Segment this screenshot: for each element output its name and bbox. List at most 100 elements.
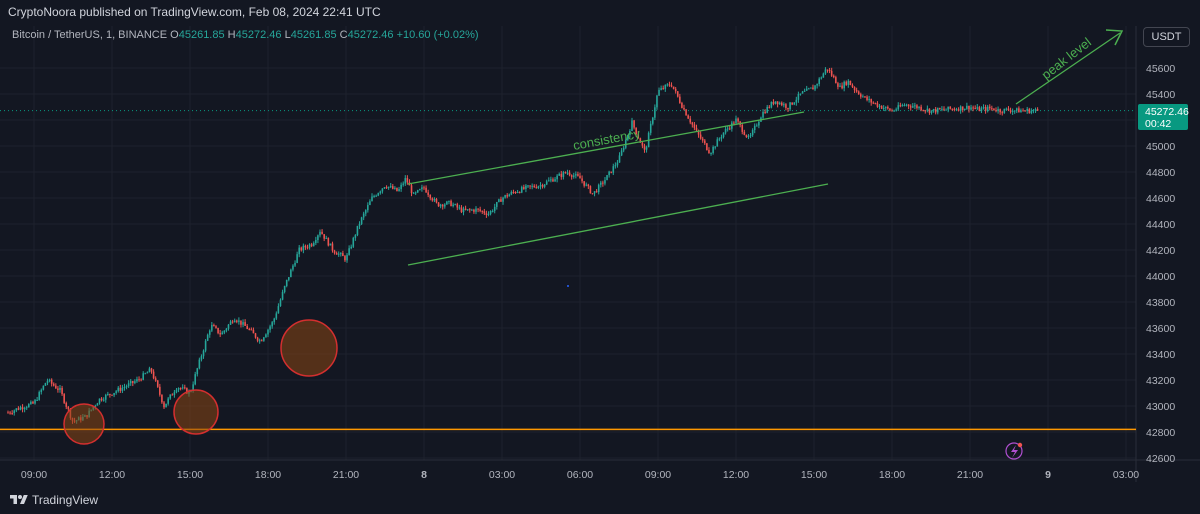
candle-body xyxy=(371,196,373,202)
candle-body xyxy=(641,142,644,146)
candle-body xyxy=(452,204,454,207)
chart-svg[interactable]: 42600 42800 43000 43200 43400 43600 43800 44000… xyxy=(0,26,1200,482)
candle-body xyxy=(575,174,577,176)
candle-body xyxy=(936,108,939,113)
channel-lower-line[interactable] xyxy=(407,183,829,266)
candle-body xyxy=(597,184,600,193)
candle-body xyxy=(799,93,802,95)
candle-body xyxy=(550,179,552,181)
candle-body xyxy=(263,337,265,341)
lightning-icon-bolt xyxy=(1011,445,1018,458)
candle-body xyxy=(622,147,625,151)
candle-body xyxy=(315,240,317,244)
candle-body xyxy=(504,195,506,198)
highlight-circle[interactable] xyxy=(280,319,338,377)
candle-body xyxy=(221,332,224,335)
candle-body xyxy=(993,108,995,111)
candle-body xyxy=(980,108,983,112)
candle-body xyxy=(132,381,134,383)
candle-body xyxy=(333,250,336,254)
candle-body xyxy=(38,392,40,400)
candle-body xyxy=(520,187,523,193)
candle-body xyxy=(928,108,931,113)
candle-body xyxy=(789,102,791,110)
candle-body xyxy=(676,91,679,97)
annotation-peak-level[interactable]: peak level xyxy=(1039,34,1094,82)
candle-body xyxy=(953,108,956,110)
candle-body xyxy=(685,109,687,116)
candle-body xyxy=(966,105,968,109)
candle-body xyxy=(991,108,993,110)
candle-body xyxy=(878,105,881,107)
candle-body xyxy=(974,108,976,110)
candle-body xyxy=(317,235,319,241)
candle-body xyxy=(600,182,602,185)
candle-body xyxy=(175,389,178,393)
candle-body xyxy=(258,340,261,342)
candle-body xyxy=(737,118,739,122)
candle-body xyxy=(988,106,991,109)
candle-body xyxy=(572,175,575,177)
tradingview-brand[interactable]: TradingView xyxy=(32,493,99,507)
y-tick-label: 45000 xyxy=(1146,141,1175,153)
candle-body xyxy=(464,208,467,210)
candle-body xyxy=(751,130,754,136)
y-tick-label: 43600 xyxy=(1146,323,1175,335)
candle-body xyxy=(44,383,47,386)
candle-body xyxy=(42,385,45,390)
candle-body xyxy=(930,110,933,113)
candle-body xyxy=(219,333,221,335)
candle-body xyxy=(285,279,288,286)
candle-body xyxy=(67,406,70,410)
candle-body xyxy=(670,85,673,87)
candle-body xyxy=(866,96,868,101)
candle-body xyxy=(822,73,825,78)
y-tick-label: 42800 xyxy=(1146,427,1175,439)
candle-body xyxy=(964,108,966,111)
candle-body xyxy=(134,381,136,383)
candle-body xyxy=(202,350,205,357)
candle-body xyxy=(633,120,635,128)
y-tick-label: 43000 xyxy=(1146,401,1175,413)
candle-body xyxy=(912,106,914,108)
candle-body xyxy=(849,80,852,86)
candle-body xyxy=(367,205,369,211)
candle-body xyxy=(96,403,99,406)
candle-body xyxy=(643,145,646,150)
candle-body xyxy=(747,136,750,138)
tradingview-logo-icon[interactable] xyxy=(8,493,30,507)
candle-body xyxy=(932,109,935,111)
candle-body xyxy=(645,147,648,150)
annotation-consistency[interactable]: consistency xyxy=(572,126,642,153)
highlight-circle[interactable] xyxy=(63,403,105,445)
candle-body xyxy=(1011,110,1014,112)
candle-body xyxy=(837,83,839,87)
candle-body xyxy=(377,193,380,196)
candle-body xyxy=(252,329,255,334)
currency-button[interactable]: USDT xyxy=(1143,27,1190,47)
candle-body xyxy=(321,231,323,235)
candle-body xyxy=(895,109,897,111)
candle-body xyxy=(637,134,640,139)
candle-body xyxy=(783,104,785,106)
candle-body xyxy=(462,208,465,213)
peak-arrow-line[interactable] xyxy=(1015,32,1121,105)
lightning-icon[interactable] xyxy=(1005,442,1023,460)
highlight-circle[interactable] xyxy=(173,389,219,435)
candle-body xyxy=(697,130,700,135)
y-tick-label: 42600 xyxy=(1146,453,1175,465)
candle-body xyxy=(250,329,253,331)
close-label: C xyxy=(339,29,348,41)
candle-body xyxy=(791,102,793,105)
candle-body xyxy=(502,197,504,202)
channel-upper-line[interactable] xyxy=(407,111,805,185)
candle-body xyxy=(310,244,313,246)
chart-area[interactable]: 42600 42800 43000 43200 43400 43600 43800 44000… xyxy=(0,26,1200,482)
candle-body xyxy=(818,78,820,85)
candle-body xyxy=(961,106,964,111)
high-label: H xyxy=(227,29,236,41)
candle-body xyxy=(1022,110,1024,112)
candle-body xyxy=(527,185,529,187)
candle-body xyxy=(893,110,895,112)
candle-body xyxy=(591,193,594,195)
